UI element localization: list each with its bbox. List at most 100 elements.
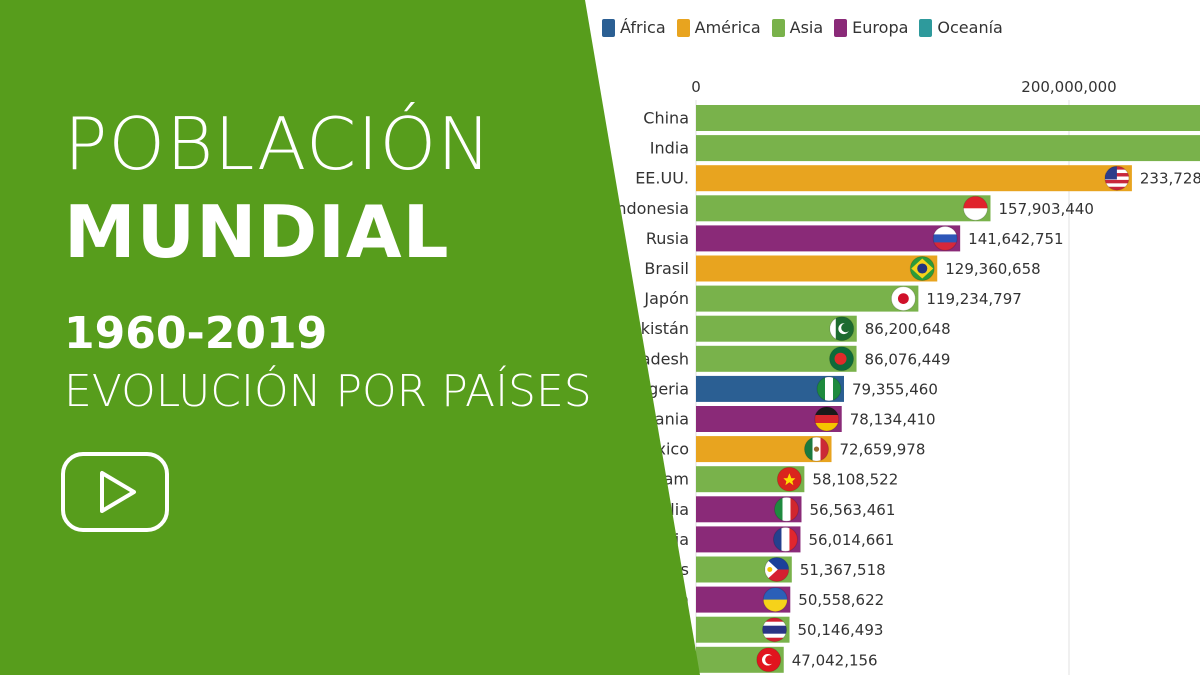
bar-label: Brasil — [644, 259, 689, 278]
legend-label-oceania: Oceanía — [937, 18, 1003, 37]
legend-label-asia: Asia — [789, 18, 824, 37]
bar-label: India — [650, 139, 689, 158]
bar-label: Rusia — [646, 229, 689, 248]
play-button-icon[interactable] — [60, 451, 170, 533]
value-label: 78,134,410 — [850, 411, 936, 429]
value-label: 51,367,518 — [800, 561, 886, 579]
bar-row: Brasil 129,360,658 — [644, 255, 1041, 282]
bar[interactable] — [696, 165, 1132, 192]
value-label: 50,146,493 — [798, 621, 884, 639]
bar-row: Japón 119,234,797 — [643, 285, 1022, 312]
legend-label-africa: África — [620, 18, 666, 37]
bar-label: China — [643, 109, 689, 128]
value-label: 86,200,648 — [865, 320, 951, 338]
bar[interactable] — [696, 105, 1200, 131]
value-label: 141,642,751 — [968, 230, 1063, 248]
legend-label-america: América — [694, 18, 761, 37]
nigeria-flag-icon — [816, 376, 841, 401]
bar-row: nania 78,134,410 — [645, 406, 936, 432]
france-flag-icon — [773, 527, 798, 552]
bar-row: India — [650, 135, 1200, 162]
vietnam-flag-icon — [777, 467, 802, 492]
x-tick-label: 0 — [691, 78, 701, 96]
bar-row: China — [643, 105, 1200, 131]
bar-label: am — [664, 470, 689, 489]
bar-row: EE.UU. 233,728,415 — [635, 165, 1200, 192]
bar-row: igeria 79,355,460 — [644, 375, 938, 402]
bar-row: xico 72,659,978 — [657, 436, 926, 463]
year-range: 1960-2019 — [64, 308, 328, 359]
bar-row: cia 56,014,661 — [666, 526, 894, 553]
legend-item-oceania[interactable]: Oceanía — [919, 18, 1003, 37]
bar-row: akistán 86,200,648 — [631, 315, 951, 342]
legend-item-asia[interactable]: Asia — [771, 18, 824, 37]
value-label: 119,234,797 — [926, 290, 1021, 308]
us-flag-icon — [1104, 166, 1129, 191]
value-label: 47,042,156 — [792, 651, 878, 669]
x-tick-label: 200,000,000 — [1021, 78, 1116, 96]
turkey-flag-icon — [756, 647, 781, 672]
chart-legend: África América Asia Europa Oceanía — [602, 18, 1003, 37]
legend-swatch-oceania — [919, 18, 933, 37]
value-label: 79,355,460 — [852, 380, 938, 398]
bar-row: lia 56,563,461 — [670, 496, 895, 523]
legend-item-america[interactable]: América — [676, 18, 761, 37]
value-label: 56,014,661 — [808, 531, 894, 549]
bar-label: igeria — [644, 379, 689, 398]
bar-label: nania — [645, 410, 689, 429]
title-line-1: POBLACIÓN — [64, 102, 493, 186]
bar-row: Indonesia 157,903,440 — [612, 195, 1094, 222]
bar[interactable] — [696, 135, 1200, 162]
value-label: 72,659,978 — [840, 441, 926, 459]
bar-label: a — [679, 590, 689, 609]
bar-row: a 50,558,622 — [679, 586, 884, 613]
bar[interactable] — [696, 285, 919, 312]
pakistan-flag-icon — [829, 316, 854, 341]
value-label: 157,903,440 — [998, 200, 1093, 218]
value-label: 56,563,461 — [809, 501, 895, 519]
legend-swatch-asia — [771, 18, 785, 37]
legend-item-europa[interactable]: Europa — [834, 18, 908, 37]
ukraine-flag-icon — [763, 587, 788, 612]
bar-label: lia — [670, 500, 689, 519]
bar-row: 50,146,493 — [696, 616, 884, 643]
thailand-flag-icon — [762, 617, 787, 642]
bar-label: Japón — [643, 289, 689, 308]
bar-label: akistán — [631, 319, 689, 338]
subtitle: EVOLUCIÓN POR PAÍSES — [64, 366, 592, 417]
germany-flag-icon — [814, 407, 839, 431]
legend-swatch-africa — [602, 18, 615, 37]
brazil-flag-icon — [910, 256, 935, 281]
value-label: 50,558,622 — [798, 591, 884, 609]
legend-label-europa: Europa — [852, 18, 909, 37]
legend-swatch-europa — [834, 18, 848, 37]
value-label: 129,360,658 — [945, 260, 1040, 278]
bar[interactable] — [696, 195, 991, 222]
italy-flag-icon — [774, 497, 799, 522]
russia-flag-icon — [933, 226, 958, 251]
bar-label: as — [671, 560, 689, 579]
bar-row: adesh 86,076,449 — [641, 345, 951, 372]
bar-label: xico — [657, 440, 690, 459]
value-label: 86,076,449 — [865, 350, 951, 368]
bar-label: EE.UU. — [635, 169, 689, 188]
legend-swatch-america — [676, 18, 690, 37]
value-label: 233,728,415 — [1140, 170, 1200, 188]
bar-row: as 51,367,518 — [671, 556, 886, 583]
legend-item-africa[interactable]: África — [602, 18, 666, 37]
philippines-flag-icon — [764, 557, 789, 582]
value-label: 58,108,522 — [812, 471, 898, 489]
bar-label: Indonesia — [612, 199, 689, 218]
indonesia-flag-icon — [963, 196, 988, 221]
bar-row: am 58,108,522 — [664, 466, 898, 493]
mexico-flag-icon — [804, 437, 829, 462]
bar-label: cia — [666, 530, 689, 549]
bar[interactable] — [696, 225, 961, 252]
bar[interactable] — [696, 255, 938, 282]
title-line-2: MUNDIAL — [64, 190, 450, 274]
bar-row: Rusia 141,642,751 — [646, 225, 1064, 252]
bar-row: 47,042,156 — [696, 646, 878, 673]
bar-label: adesh — [641, 349, 689, 368]
japan-flag-icon — [891, 286, 916, 311]
